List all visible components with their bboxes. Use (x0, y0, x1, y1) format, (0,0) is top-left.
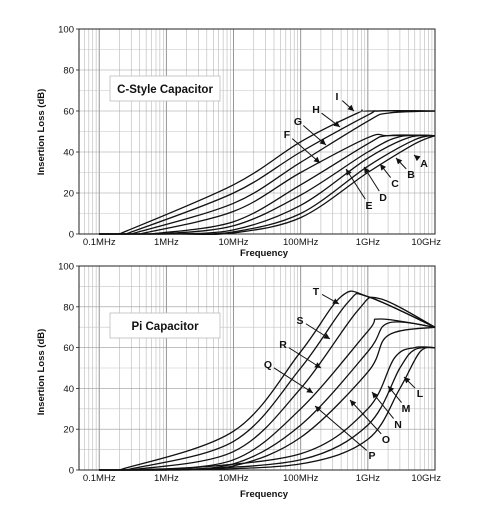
annotation-arrow-head (315, 406, 322, 413)
series-line-a (186, 134, 436, 236)
annotation-arrow-head (346, 169, 352, 176)
curve-label-r: R (279, 339, 287, 351)
y-tick-label: 80 (63, 66, 74, 77)
chart-title: C-Style Capacitor (117, 84, 213, 96)
annotation-arrow-head (333, 121, 340, 127)
y-tick-label: 100 (58, 262, 74, 273)
curve-label-p: P (368, 450, 375, 462)
x-tick-label: 100MHz (283, 237, 319, 248)
annotation-arrow-head (347, 104, 354, 111)
curve-label-m: M (402, 403, 411, 415)
annotation-arrow (349, 399, 382, 435)
series-line-t (119, 290, 436, 471)
annotation-arrow-head (314, 362, 321, 368)
grid (79, 29, 435, 234)
x-tick-label: 10GHz (411, 473, 441, 484)
series-line-f (139, 133, 436, 235)
series-line-m (178, 346, 436, 471)
annotation-arrow-head (313, 156, 320, 163)
chart-title-box (109, 312, 221, 339)
curve-label-e: E (365, 200, 372, 212)
series-line-q (139, 318, 436, 471)
y-tick-label: 40 (63, 384, 74, 395)
annotation-arrow-head (364, 167, 370, 174)
annotation-arrow-head (404, 377, 411, 384)
grid (79, 266, 435, 470)
x-tick-label: 0.1MHz (83, 473, 116, 484)
x-tick-label: 10MHz (218, 473, 248, 484)
annotation-arrow (314, 405, 368, 451)
series-line-b (178, 134, 436, 235)
curve-label-g: G (294, 116, 302, 128)
x-tick-label: 10GHz (411, 237, 441, 248)
curve-label-s: S (296, 315, 303, 327)
curve-label-f: F (284, 129, 291, 141)
y-tick-label: 0 (69, 230, 74, 241)
y-tick-label: 20 (63, 189, 74, 200)
curve-label-b: B (407, 169, 415, 181)
curve-label-q: Q (264, 359, 272, 371)
curve-label-o: O (382, 434, 390, 446)
curve-label-i: I (336, 91, 339, 103)
series-line-g (131, 110, 436, 235)
x-tick-label: 1MHz (154, 473, 179, 484)
x-tick-label: 1GHz (356, 473, 381, 484)
y-tick-label: 80 (63, 302, 74, 313)
series-line-n (166, 346, 436, 471)
annotation-arrow-head (414, 155, 421, 162)
annotation-arrow-head (380, 164, 387, 171)
curve-label-t: T (313, 286, 320, 298)
x-tick-label: 100MHz (283, 473, 319, 484)
curve-label-c: C (391, 178, 399, 190)
x-axis-label: Frequency (240, 248, 289, 259)
annotation-arrow-head (396, 158, 403, 165)
series-line-i (119, 109, 436, 235)
annotation-arrow-head (319, 138, 326, 145)
y-tick-label: 100 (58, 25, 74, 36)
annotation-arrow-head (372, 392, 379, 399)
series-line-o (159, 326, 436, 471)
c-style-capacitor-chart: Insertion Loss (dB) Frequency 0 20 40 60 80 1… (36, 25, 441, 260)
annotation-arrow-head (388, 386, 395, 393)
y-tick-label: 60 (63, 107, 74, 118)
y-tick-label: 20 (63, 425, 74, 436)
annotation-arrow (288, 347, 322, 369)
annotation-arrow-head (350, 400, 357, 407)
x-tick-label: 1GHz (356, 237, 381, 248)
series-line-p (151, 321, 436, 471)
x-axis-label: Frequency (240, 489, 289, 500)
x-tick-label: 1MHz (154, 237, 179, 248)
plot-frame (78, 265, 436, 471)
y-axis-label: Insertion Loss (dB) (36, 89, 47, 176)
curve-label-l: L (417, 388, 424, 400)
annotation-arrow-head (332, 298, 339, 304)
y-axis-label: Insertion Loss (dB) (36, 329, 47, 416)
series-line-l (186, 346, 436, 471)
x-tick-label: 0.1MHz (83, 237, 116, 248)
series-line-r (131, 296, 436, 471)
series-line-c (166, 134, 436, 235)
annotation-arrow-head (306, 387, 313, 393)
x-tick-label: 10MHz (218, 237, 248, 248)
plot-frame (78, 28, 436, 235)
annotation-arrow (273, 367, 314, 394)
chart-title: Pi Capacitor (131, 321, 199, 333)
y-tick-label: 60 (63, 343, 74, 354)
y-tick-label: 40 (63, 148, 74, 159)
annotation-arrow (291, 138, 321, 164)
series-line-d (159, 134, 436, 235)
pi-capacitor-chart: Insertion Loss (dB) Frequency 0 20 40 60 80 1… (36, 262, 441, 501)
curve-label-a: A (420, 158, 428, 170)
curve-label-d: D (379, 192, 387, 204)
curve-label-n: N (394, 419, 402, 431)
annotation-arrow-head (323, 333, 330, 339)
y-tick-label: 0 (69, 466, 74, 477)
chart-title-box (109, 75, 221, 102)
curve-label-h: H (312, 104, 320, 116)
